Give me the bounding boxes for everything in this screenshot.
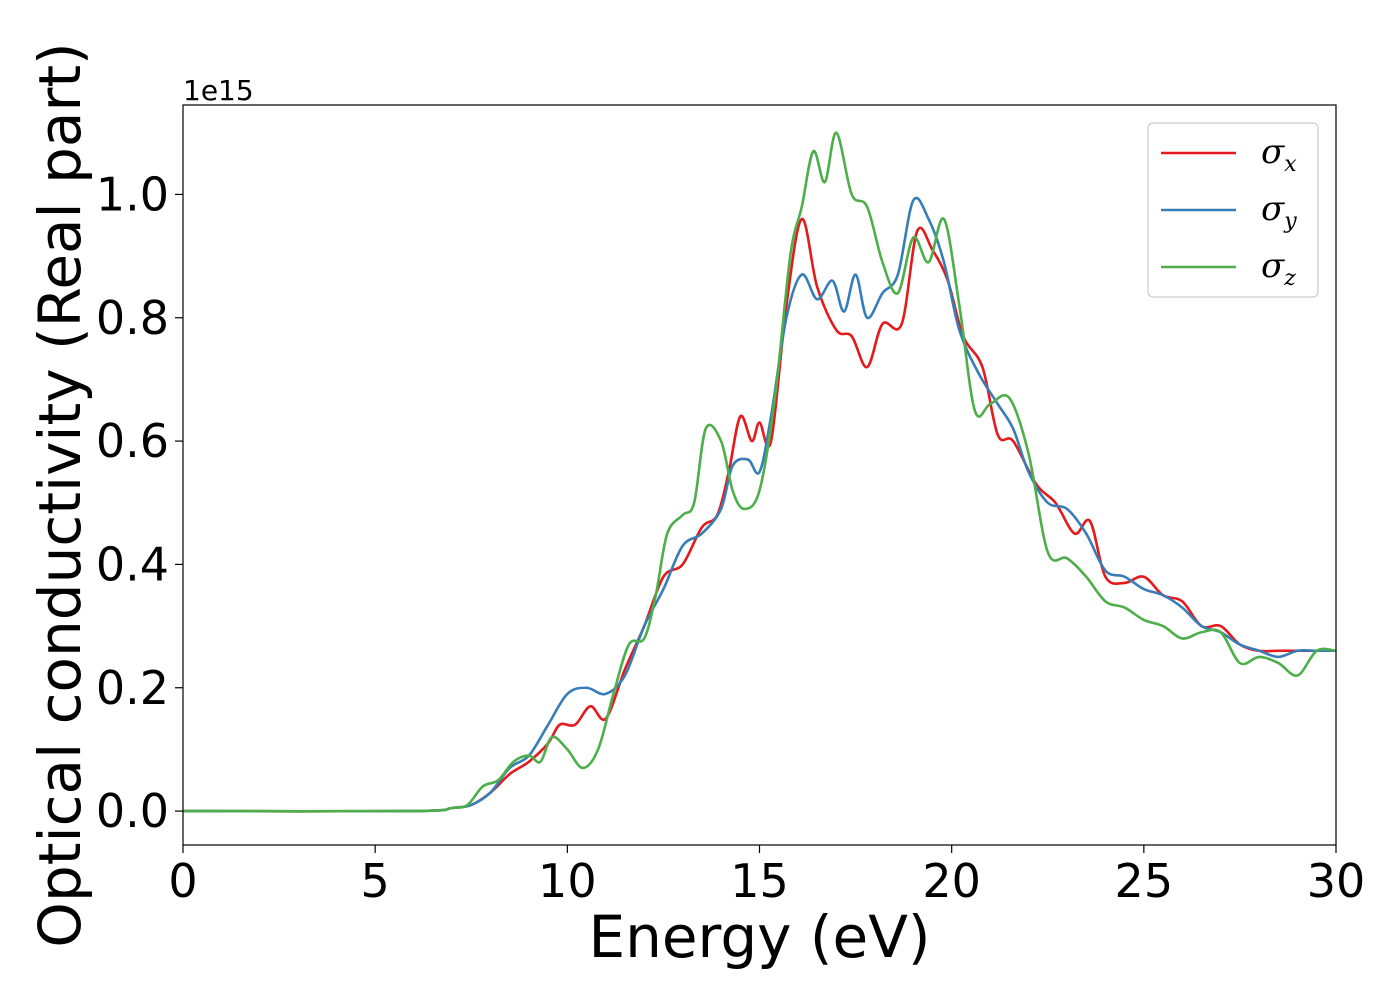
y-axis-offset-text: 1e15 (183, 74, 254, 107)
legend-subscript: y (1283, 209, 1297, 234)
x-axis-ticks: 0 5 10 15 20 25 30 (168, 845, 1365, 908)
legend-label-y: σy (1261, 189, 1297, 234)
legend-subscript: x (1284, 152, 1297, 177)
x-tick-label: 20 (922, 854, 981, 908)
series-layer (182, 131, 1337, 813)
legend-symbol: σ (1261, 246, 1285, 286)
legend-subscript: z (1283, 266, 1296, 291)
series-line-y (182, 196, 1337, 813)
x-tick-label: 25 (1115, 854, 1174, 908)
x-tick-label: 10 (538, 854, 597, 908)
x-axis-title: Energy (eV) (588, 903, 930, 971)
legend-label-x: σx (1261, 132, 1297, 177)
y-tick-label: 0.4 (96, 537, 169, 591)
x-tick-label: 15 (730, 854, 789, 908)
legend-symbol: σ (1261, 132, 1285, 172)
series-line-x (182, 217, 1337, 813)
y-tick-label: 0.6 (96, 414, 169, 468)
legend-label-z: σz (1261, 246, 1296, 291)
x-tick-label: 0 (168, 854, 197, 908)
y-axis-ticks: 0.0 0.2 0.4 0.6 0.8 1.0 (96, 167, 183, 838)
legend-symbol: σ (1261, 189, 1285, 229)
y-tick-label: 0.2 (96, 661, 169, 715)
x-tick-label: 30 (1307, 854, 1366, 908)
y-tick-label: 0.0 (96, 784, 169, 838)
x-tick-label: 5 (361, 854, 390, 908)
series-line-z (182, 131, 1337, 813)
y-tick-label: 0.8 (96, 291, 169, 345)
y-tick-label: 1.0 (96, 167, 169, 221)
y-axis-title: Optical conductivity (Real part) (26, 42, 94, 947)
